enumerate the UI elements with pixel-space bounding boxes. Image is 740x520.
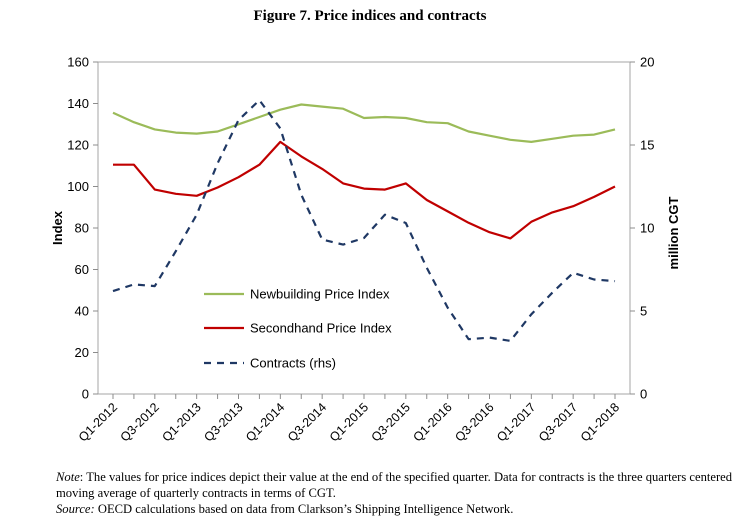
y-tick-label: 100 — [67, 179, 89, 194]
y-tick-label: 20 — [75, 345, 89, 360]
legend-label-3: Contracts (rhs) — [250, 356, 336, 371]
y-tick-label: 80 — [75, 221, 89, 236]
x-tick-label: Q3-2012 — [118, 400, 162, 444]
source-paragraph: Source: OECD calculations based on data … — [56, 501, 736, 517]
x-tick-label: Q1-2012 — [76, 400, 120, 444]
x-tick-label: Q1-2014 — [243, 400, 287, 444]
y2-tick-label: 0 — [640, 387, 647, 402]
figure-title: Figure 7. Price indices and contracts — [253, 8, 487, 24]
y2-tick-label: 15 — [640, 138, 654, 153]
note-label: Note — [56, 470, 80, 484]
x-tick-label: Q3-2013 — [201, 400, 245, 444]
y-tick-label: 60 — [75, 262, 89, 277]
x-tick-label: Q1-2017 — [494, 400, 538, 444]
x-tick-label: Q3-2017 — [536, 400, 580, 444]
y2-axis-title: million CGT — [666, 196, 681, 269]
source-label: Source: — [56, 502, 95, 516]
x-tick-label: Q1-2016 — [410, 400, 454, 444]
price-indices-chart: 02040608010012014016005101520Q1-2012Q3-2… — [50, 55, 681, 445]
y-axis-title: Index — [50, 210, 65, 245]
x-tick-label: Q1-2013 — [159, 400, 203, 444]
x-tick-label: Q3-2015 — [369, 400, 413, 444]
x-tick-label: Q3-2016 — [452, 400, 496, 444]
note-paragraph: Note: The values for price indices depic… — [56, 469, 736, 501]
x-tick-label: Q1-2015 — [327, 400, 371, 444]
y-tick-label: 0 — [82, 387, 89, 402]
y-tick-label: 120 — [67, 138, 89, 153]
y2-tick-label: 5 — [640, 304, 647, 319]
y2-tick-label: 10 — [640, 221, 654, 236]
chart-area: 0 20 40 60 80 100 120 140 160 0 5 10 15 20 Q1-2012 Q3-2… — [0, 36, 740, 464]
source-text: OECD calculations based on data from Cla… — [94, 502, 514, 516]
y-tick-label: 160 — [67, 55, 89, 70]
series-line-2 — [113, 140, 616, 240]
x-tick-label: Q1-2018 — [578, 400, 622, 444]
y-tick-label: 40 — [75, 304, 89, 319]
figure-notes: Note: The values for price indices depic… — [56, 469, 736, 517]
legend-label-1: Newbuilding Price Index — [250, 287, 390, 302]
legend-label-2: Secondhand Price Index — [250, 321, 392, 336]
y-tick-label: 140 — [67, 96, 89, 111]
plot-frame — [97, 61, 631, 395]
x-tick-label: Q3-2014 — [285, 400, 329, 444]
series-line-3 — [112, 99, 616, 342]
y2-tick-label: 20 — [640, 55, 654, 70]
series-line-1 — [112, 103, 616, 144]
note-text: : The values for price indices depict th… — [56, 470, 733, 500]
